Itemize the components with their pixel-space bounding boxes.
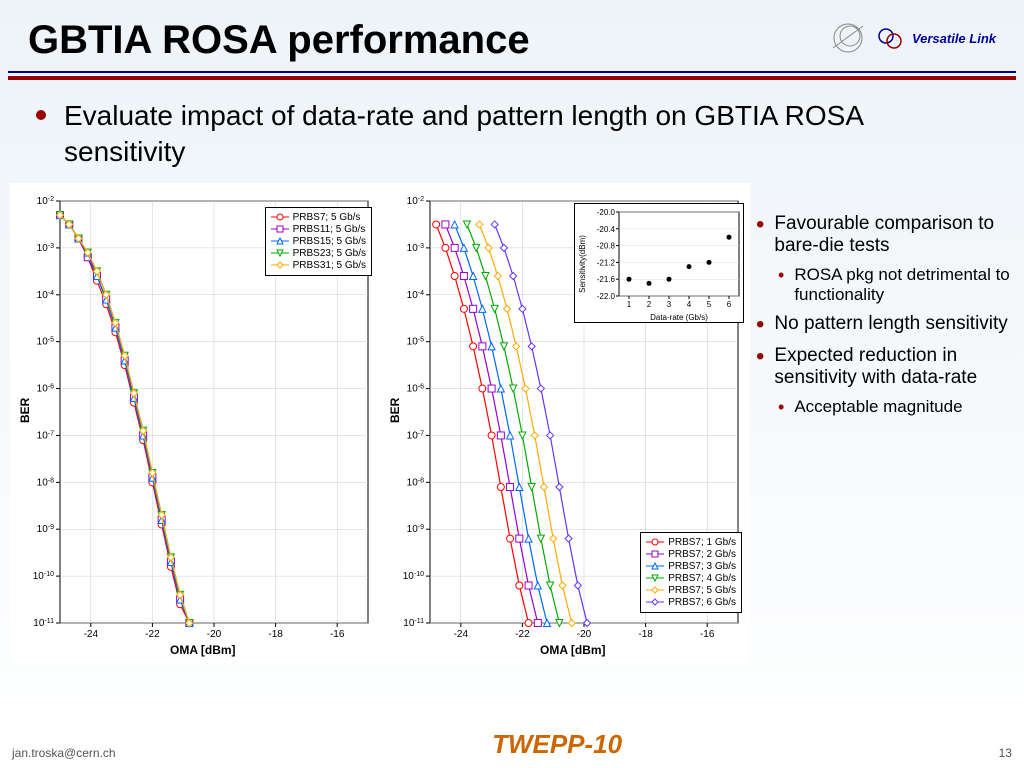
svg-text:-16: -16 bbox=[700, 629, 715, 640]
note-text: Acceptable magnitude bbox=[794, 397, 962, 419]
svg-text:10-5: 10-5 bbox=[37, 336, 54, 348]
svg-text:-20: -20 bbox=[207, 629, 222, 640]
note-text: Expected reduction in sensitivity with d… bbox=[774, 345, 1010, 389]
note-item: • No pattern length sensitivity bbox=[756, 313, 1010, 337]
svg-text:-22: -22 bbox=[515, 629, 530, 640]
svg-text:4: 4 bbox=[687, 300, 692, 309]
svg-text:10-10: 10-10 bbox=[403, 570, 424, 582]
note-text: No pattern length sensitivity bbox=[774, 313, 1007, 337]
svg-text:6: 6 bbox=[727, 300, 732, 309]
svg-text:10-10: 10-10 bbox=[33, 570, 54, 582]
bullet-dot-icon bbox=[36, 110, 46, 120]
svg-text:10-8: 10-8 bbox=[407, 477, 424, 489]
svg-text:1: 1 bbox=[627, 300, 632, 309]
svg-text:5: 5 bbox=[707, 300, 712, 309]
bullet-icon: • bbox=[778, 397, 784, 419]
bullet-icon: • bbox=[756, 313, 764, 337]
footer-email: jan.troska@cern.ch bbox=[12, 746, 116, 760]
svg-text:-20.4: -20.4 bbox=[597, 225, 616, 234]
svg-text:2: 2 bbox=[647, 300, 652, 309]
svg-text:10-9: 10-9 bbox=[37, 524, 54, 536]
svg-text:-16: -16 bbox=[330, 629, 345, 640]
note-item: •Expected reduction in sensitivity with … bbox=[756, 345, 1010, 389]
main-bullet-text: Evaluate impact of data-rate and pattern… bbox=[64, 98, 988, 171]
chart1-legend: PRBS7; 5 Gb/sPRBS11; 5 Gb/sPRBS15; 5 Gb/… bbox=[265, 207, 372, 276]
note-text: ROSA pkg not detrimental to functionalit… bbox=[794, 265, 1010, 305]
page-title: GBTIA ROSA performance bbox=[28, 18, 530, 63]
chart1-ylabel: BER bbox=[18, 397, 32, 422]
svg-text:Data-rate (Gb/s): Data-rate (Gb/s) bbox=[650, 313, 708, 322]
svg-text:-18: -18 bbox=[268, 629, 283, 640]
cern-logo-icon bbox=[828, 18, 868, 58]
svg-text:10-6: 10-6 bbox=[407, 383, 424, 395]
svg-text:10-7: 10-7 bbox=[37, 430, 54, 442]
svg-text:10-5: 10-5 bbox=[407, 336, 424, 348]
svg-text:-21.2: -21.2 bbox=[597, 258, 616, 267]
svg-text:10-3: 10-3 bbox=[37, 242, 54, 254]
bullet-icon: • bbox=[756, 345, 764, 389]
svg-text:-21.6: -21.6 bbox=[597, 275, 616, 284]
svg-text:-20.0: -20.0 bbox=[597, 208, 616, 217]
note-text: Favourable comparison to bare-die tests bbox=[774, 213, 1010, 257]
chart-datarate: 10-11 10-10 10-9 10-8 10-7 10-6 10-5 10-4 10-3 10… bbox=[380, 183, 750, 663]
header-right: Versatile Link bbox=[828, 18, 996, 58]
footer: jan.troska@cern.ch TWEPP-10 13 bbox=[12, 729, 1012, 760]
link-rings-icon bbox=[876, 24, 904, 52]
chart2-legend: PRBS7; 1 Gb/sPRBS7; 2 Gb/sPRBS7; 3 Gb/sP… bbox=[640, 532, 742, 613]
inset-sensitivity: -22.0 -21.6 -21.2 -20.8 -20.4 -20.0 1 2 3 4 5 6 Sens… bbox=[574, 203, 744, 323]
main-bullet: Evaluate impact of data-rate and pattern… bbox=[0, 98, 1024, 183]
svg-text:10-11: 10-11 bbox=[403, 617, 424, 629]
bullet-icon: • bbox=[778, 265, 784, 305]
chart1-xlabel: OMA [dBm] bbox=[170, 643, 236, 657]
svg-text:10-8: 10-8 bbox=[37, 477, 54, 489]
svg-text:-20.8: -20.8 bbox=[597, 241, 616, 250]
chart2-xlabel: OMA [dBm] bbox=[540, 643, 606, 657]
svg-text:10-2: 10-2 bbox=[37, 195, 54, 207]
note-subitem: •ROSA pkg not detrimental to functionali… bbox=[778, 265, 1010, 305]
svg-text:10-6: 10-6 bbox=[37, 383, 54, 395]
footer-page: 13 bbox=[999, 746, 1012, 760]
svg-text:Sensitivity(dBm): Sensitivity(dBm) bbox=[578, 235, 587, 293]
bullet-icon: • bbox=[756, 213, 764, 257]
svg-text:10-3: 10-3 bbox=[407, 242, 424, 254]
svg-text:10-7: 10-7 bbox=[407, 430, 424, 442]
header: GBTIA ROSA performance Versatile Link bbox=[0, 0, 1024, 71]
chart-prbs-length: 10-11 10-10 10-9 10-8 10-7 10-6 10-5 10-4 10-3 10… bbox=[10, 183, 380, 663]
svg-text:10-4: 10-4 bbox=[407, 289, 424, 301]
note-subitem: • Acceptable magnitude bbox=[778, 397, 1010, 419]
svg-text:10-11: 10-11 bbox=[33, 617, 54, 629]
note-item: •Favourable comparison to bare-die tests bbox=[756, 213, 1010, 257]
side-notes: •Favourable comparison to bare-die tests… bbox=[750, 183, 1020, 663]
chart2-ylabel: BER bbox=[388, 397, 402, 422]
svg-text:-18: -18 bbox=[638, 629, 653, 640]
header-rule bbox=[8, 71, 1016, 80]
svg-text:-24: -24 bbox=[454, 629, 469, 640]
svg-text:10-2: 10-2 bbox=[407, 195, 424, 207]
footer-conference: TWEPP-10 bbox=[492, 729, 622, 760]
content-row: 10-11 10-10 10-9 10-8 10-7 10-6 10-5 10-4 10-3 10… bbox=[0, 183, 1024, 663]
svg-text:-20: -20 bbox=[577, 629, 592, 640]
svg-text:-24: -24 bbox=[84, 629, 99, 640]
svg-text:10-9: 10-9 bbox=[407, 524, 424, 536]
svg-text:-22.0: -22.0 bbox=[597, 292, 616, 301]
brand-text: Versatile Link bbox=[912, 31, 996, 46]
svg-text:10-4: 10-4 bbox=[37, 289, 54, 301]
svg-text:3: 3 bbox=[667, 300, 672, 309]
svg-text:-22: -22 bbox=[145, 629, 160, 640]
